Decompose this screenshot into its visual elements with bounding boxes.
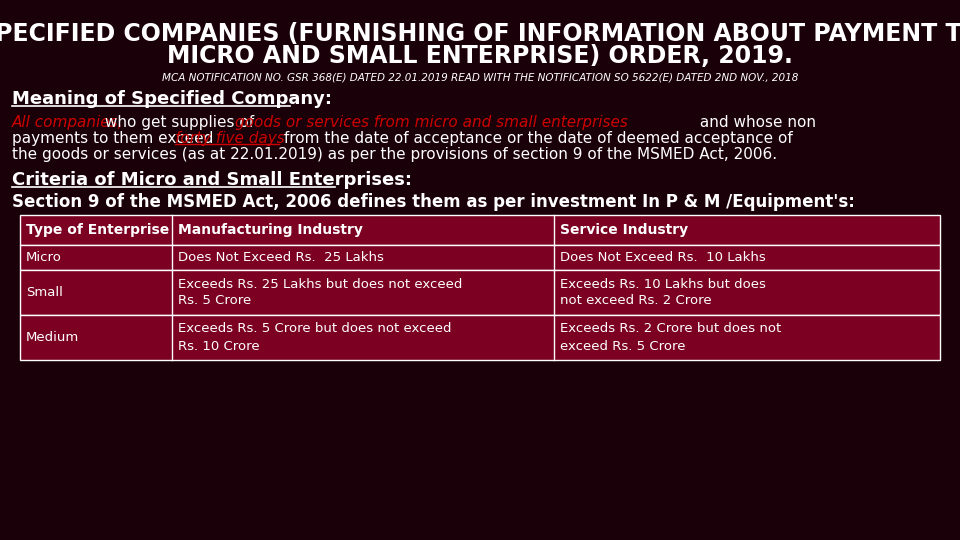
Text: Section 9 of the MSMED Act, 2006 defines them as per investment In P & M /Equipm: Section 9 of the MSMED Act, 2006 defines…	[12, 193, 854, 211]
Text: goods or services from micro and small enterprises: goods or services from micro and small e…	[235, 115, 628, 130]
Text: Exceeds Rs. 5 Crore but does not exceed
Rs. 10 Crore: Exceeds Rs. 5 Crore but does not exceed …	[178, 322, 451, 353]
FancyBboxPatch shape	[20, 315, 940, 360]
Text: Exceeds Rs. 2 Crore but does not
exceed Rs. 5 Crore: Exceeds Rs. 2 Crore but does not exceed …	[560, 322, 780, 353]
Text: Service Industry: Service Industry	[560, 223, 687, 237]
Text: Manufacturing Industry: Manufacturing Industry	[178, 223, 363, 237]
Text: and whose non: and whose non	[695, 115, 816, 130]
FancyBboxPatch shape	[20, 215, 940, 245]
Text: SPECIFIED COMPANIES (FURNISHING OF INFORMATION ABOUT PAYMENT TO: SPECIFIED COMPANIES (FURNISHING OF INFOR…	[0, 22, 960, 46]
Text: payments to them exceed: payments to them exceed	[12, 131, 218, 146]
Text: Micro: Micro	[26, 251, 61, 264]
FancyBboxPatch shape	[20, 245, 940, 270]
Text: All companies,: All companies,	[12, 115, 124, 130]
Text: Type of Enterprise: Type of Enterprise	[26, 223, 169, 237]
Text: who get supplies of: who get supplies of	[100, 115, 259, 130]
Text: Medium: Medium	[26, 331, 80, 344]
Text: Criteria of Micro and Small Enterprises:: Criteria of Micro and Small Enterprises:	[12, 171, 412, 189]
FancyBboxPatch shape	[20, 270, 940, 315]
Text: Does Not Exceed Rs.  10 Lakhs: Does Not Exceed Rs. 10 Lakhs	[560, 251, 765, 264]
Text: Does Not Exceed Rs.  25 Lakhs: Does Not Exceed Rs. 25 Lakhs	[178, 251, 384, 264]
Text: from the date of acceptance or the date of deemed acceptance of: from the date of acceptance or the date …	[279, 131, 793, 146]
Text: the goods or services (as at 22.01.2019) as per the provisions of section 9 of t: the goods or services (as at 22.01.2019)…	[12, 147, 778, 162]
Text: MCA NOTIFICATION NO. GSR 368(E) DATED 22.01.2019 READ WITH THE NOTIFICATION SO 5: MCA NOTIFICATION NO. GSR 368(E) DATED 22…	[162, 72, 798, 82]
Text: Exceeds Rs. 10 Lakhs but does
not exceed Rs. 2 Crore: Exceeds Rs. 10 Lakhs but does not exceed…	[560, 278, 765, 307]
Text: Exceeds Rs. 25 Lakhs but does not exceed
Rs. 5 Crore: Exceeds Rs. 25 Lakhs but does not exceed…	[178, 278, 462, 307]
Text: forty five days: forty five days	[175, 131, 285, 146]
Text: MICRO AND SMALL ENTERPRISE) ORDER, 2019.: MICRO AND SMALL ENTERPRISE) ORDER, 2019.	[167, 44, 793, 68]
Text: Small: Small	[26, 286, 62, 299]
Text: Meaning of Specified Company:: Meaning of Specified Company:	[12, 90, 332, 108]
